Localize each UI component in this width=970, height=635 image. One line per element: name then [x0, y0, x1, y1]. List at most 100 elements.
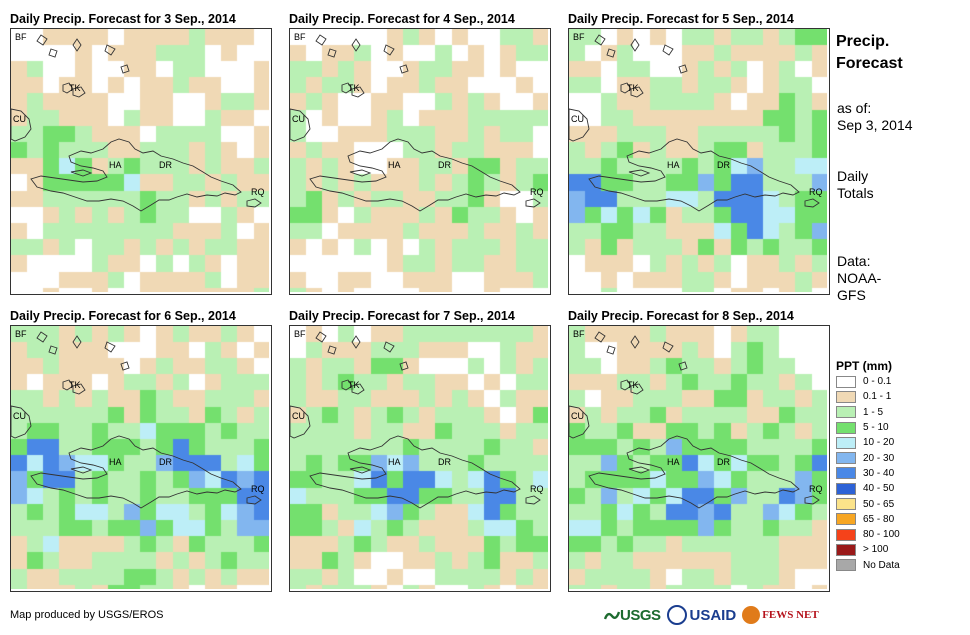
gonave-outline — [628, 466, 651, 474]
gonave-outline — [70, 169, 93, 177]
fews-logo: FEWS NET — [742, 606, 819, 624]
map-label-ha: HA — [109, 457, 122, 467]
map-label-dr: DR — [717, 457, 730, 467]
legend-item: 5 - 10 — [836, 420, 956, 435]
coastline-overlay: BF CU TK HA DR RQ — [11, 32, 265, 212]
precip-grid — [569, 326, 827, 589]
cuba-outline — [11, 108, 32, 142]
map-label-rq: RQ — [809, 484, 823, 494]
map-label-bf: BF — [294, 32, 306, 42]
puerto-rico-outline — [246, 198, 262, 208]
map-label-bf: BF — [573, 329, 585, 339]
legend-swatch — [836, 467, 856, 480]
hispaniola-outline — [30, 435, 242, 509]
precip-grid — [11, 326, 269, 589]
title-line-2: Forecast — [836, 55, 903, 72]
coastline-overlay: BF CU TK HA DR RQ — [11, 329, 265, 509]
bahamas-island-outline — [72, 86, 86, 98]
map-label-cu: CU — [13, 114, 26, 124]
cuba-outline — [569, 108, 590, 142]
precip-map: BF CU TK HA DR RQ — [10, 325, 272, 592]
map-label-bf: BF — [15, 329, 27, 339]
bahamas-island-outline — [315, 331, 327, 343]
map-label-bf: BF — [294, 329, 306, 339]
map-label-ha: HA — [388, 457, 401, 467]
cuba-outline — [290, 108, 311, 142]
precip-map: BF CU TK HA DR RQ — [568, 28, 830, 295]
map-series-title: Precip. Forecast — [836, 31, 956, 75]
data-source-line-2: GFS — [837, 287, 866, 303]
map-label-ha: HA — [109, 160, 122, 170]
hispaniola-outline — [588, 138, 800, 212]
totals-line-2: Totals — [837, 185, 874, 201]
map-label-dr: DR — [717, 160, 730, 170]
bahamas-island-outline — [620, 379, 632, 391]
data-label: Data: — [837, 253, 871, 269]
legend-item: > 100 — [836, 542, 956, 557]
legend-rows: 0 - 0.1 0.1 - 1 1 - 5 5 - 10 10 - 20 20 - 30 3… — [836, 374, 956, 573]
bahamas-island-outline — [383, 44, 395, 56]
data-source-line-1: NOAA- — [837, 270, 882, 286]
map-label-tk: TK — [69, 83, 81, 93]
map-label-rq: RQ — [251, 187, 265, 197]
map-label-bf: BF — [15, 32, 27, 42]
cuba-outline — [290, 405, 311, 439]
bahamas-island-outline — [630, 86, 644, 98]
legend-swatch — [836, 406, 856, 419]
bahamas-island-outline — [62, 379, 74, 391]
coastline-overlay: BF CU TK HA DR RQ — [569, 329, 823, 509]
legend-swatch — [836, 482, 856, 495]
bahamas-island-outline — [662, 341, 674, 353]
puerto-rico-outline — [525, 198, 541, 208]
bahamas-island-outline — [48, 48, 58, 58]
bahamas-island-outline — [72, 383, 86, 395]
legend-swatch — [836, 421, 856, 434]
bahamas-island-outline — [630, 335, 640, 349]
bahamas-island-outline — [315, 34, 327, 46]
forecast-panel: Daily Precip. Forecast for 4 Sep., 2014 B… — [289, 10, 551, 295]
usaid-logo: USAID — [666, 605, 736, 625]
bahamas-island-outline — [341, 82, 353, 94]
legend-item: 65 - 80 — [836, 512, 956, 527]
legend-label: 5 - 10 — [863, 422, 889, 434]
hispaniola-outline — [309, 138, 521, 212]
legend-label: 10 - 20 — [863, 437, 895, 449]
legend-label: 50 - 65 — [863, 498, 895, 510]
map-label-tk: TK — [348, 380, 360, 390]
map-label-cu: CU — [292, 114, 305, 124]
precip-grid — [569, 29, 827, 292]
bahamas-island-outline — [351, 86, 365, 98]
map-label-tk: TK — [348, 83, 360, 93]
legend-label: No Data — [863, 559, 900, 571]
bahamas-island-outline — [36, 331, 48, 343]
panel-title: Daily Precip. Forecast for 3 Sep., 2014 — [10, 12, 236, 26]
map-label-ha: HA — [388, 160, 401, 170]
hispaniola-outline — [30, 138, 242, 212]
legend-item: 1 - 5 — [836, 405, 956, 420]
legend-label: 20 - 30 — [863, 452, 895, 464]
bahamas-island-outline — [594, 34, 606, 46]
legend-label: 40 - 50 — [863, 483, 895, 495]
map-label-cu: CU — [571, 114, 584, 124]
legend-item: No Data — [836, 558, 956, 573]
map-label-dr: DR — [159, 457, 172, 467]
map-label-tk: TK — [627, 83, 639, 93]
legend-swatch — [836, 498, 856, 511]
bahamas-island-outline — [72, 335, 82, 349]
bahamas-island-outline — [62, 82, 74, 94]
bahamas-island-outline — [383, 341, 395, 353]
legend-swatch — [836, 543, 856, 556]
coastline-overlay: BF CU TK HA DR RQ — [569, 32, 823, 212]
legend-label: 0.1 - 1 — [863, 391, 892, 403]
totals-line-1: Daily — [837, 168, 869, 184]
map-label-dr: DR — [438, 160, 451, 170]
gonave-outline — [628, 169, 651, 177]
data-source: Data: NOAA- GFS — [837, 253, 957, 304]
coastline-overlay: BF CU TK HA DR RQ — [290, 329, 544, 509]
fews-seal-icon — [742, 606, 761, 624]
bahamas-island-outline — [594, 331, 606, 343]
hispaniola-outline — [588, 435, 800, 509]
ppt-legend: PPT (mm) 0 - 0.1 0.1 - 1 1 - 5 5 - 10 10 - 2… — [836, 358, 956, 573]
coastline-overlay: BF CU TK HA DR RQ — [290, 32, 544, 212]
map-label-ha: HA — [667, 160, 680, 170]
